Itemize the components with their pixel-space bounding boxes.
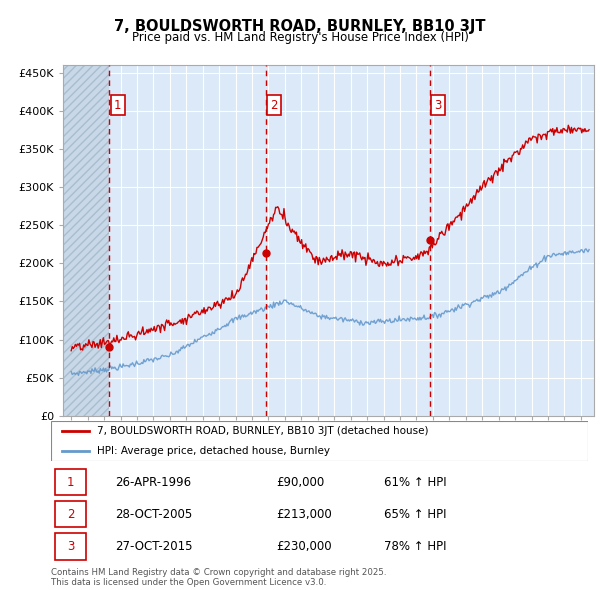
Text: £90,000: £90,000 <box>277 476 325 489</box>
Text: Contains HM Land Registry data © Crown copyright and database right 2025.
This d: Contains HM Land Registry data © Crown c… <box>51 568 386 587</box>
Text: 1: 1 <box>67 476 74 489</box>
Text: HPI: Average price, detached house, Burnley: HPI: Average price, detached house, Burn… <box>97 446 329 456</box>
FancyBboxPatch shape <box>55 501 86 527</box>
Text: 2: 2 <box>67 508 74 522</box>
Text: 78% ↑ HPI: 78% ↑ HPI <box>384 540 446 553</box>
Text: 65% ↑ HPI: 65% ↑ HPI <box>384 508 446 522</box>
Text: 27-OCT-2015: 27-OCT-2015 <box>115 540 193 553</box>
Text: 7, BOULDSWORTH ROAD, BURNLEY, BB10 3JT: 7, BOULDSWORTH ROAD, BURNLEY, BB10 3JT <box>114 19 486 34</box>
Text: 7, BOULDSWORTH ROAD, BURNLEY, BB10 3JT (detached house): 7, BOULDSWORTH ROAD, BURNLEY, BB10 3JT (… <box>97 426 428 436</box>
Text: 1: 1 <box>114 99 121 112</box>
Text: 3: 3 <box>434 99 442 112</box>
Text: £230,000: £230,000 <box>277 540 332 553</box>
FancyBboxPatch shape <box>51 421 588 461</box>
Text: 3: 3 <box>67 540 74 553</box>
Text: 61% ↑ HPI: 61% ↑ HPI <box>384 476 446 489</box>
Text: 26-APR-1996: 26-APR-1996 <box>115 476 191 489</box>
Bar <box>63 65 109 416</box>
Text: Price paid vs. HM Land Registry's House Price Index (HPI): Price paid vs. HM Land Registry's House … <box>131 31 469 44</box>
Text: 28-OCT-2005: 28-OCT-2005 <box>115 508 193 522</box>
FancyBboxPatch shape <box>55 469 86 496</box>
FancyBboxPatch shape <box>55 533 86 559</box>
Text: 2: 2 <box>270 99 278 112</box>
Text: £213,000: £213,000 <box>277 508 332 522</box>
